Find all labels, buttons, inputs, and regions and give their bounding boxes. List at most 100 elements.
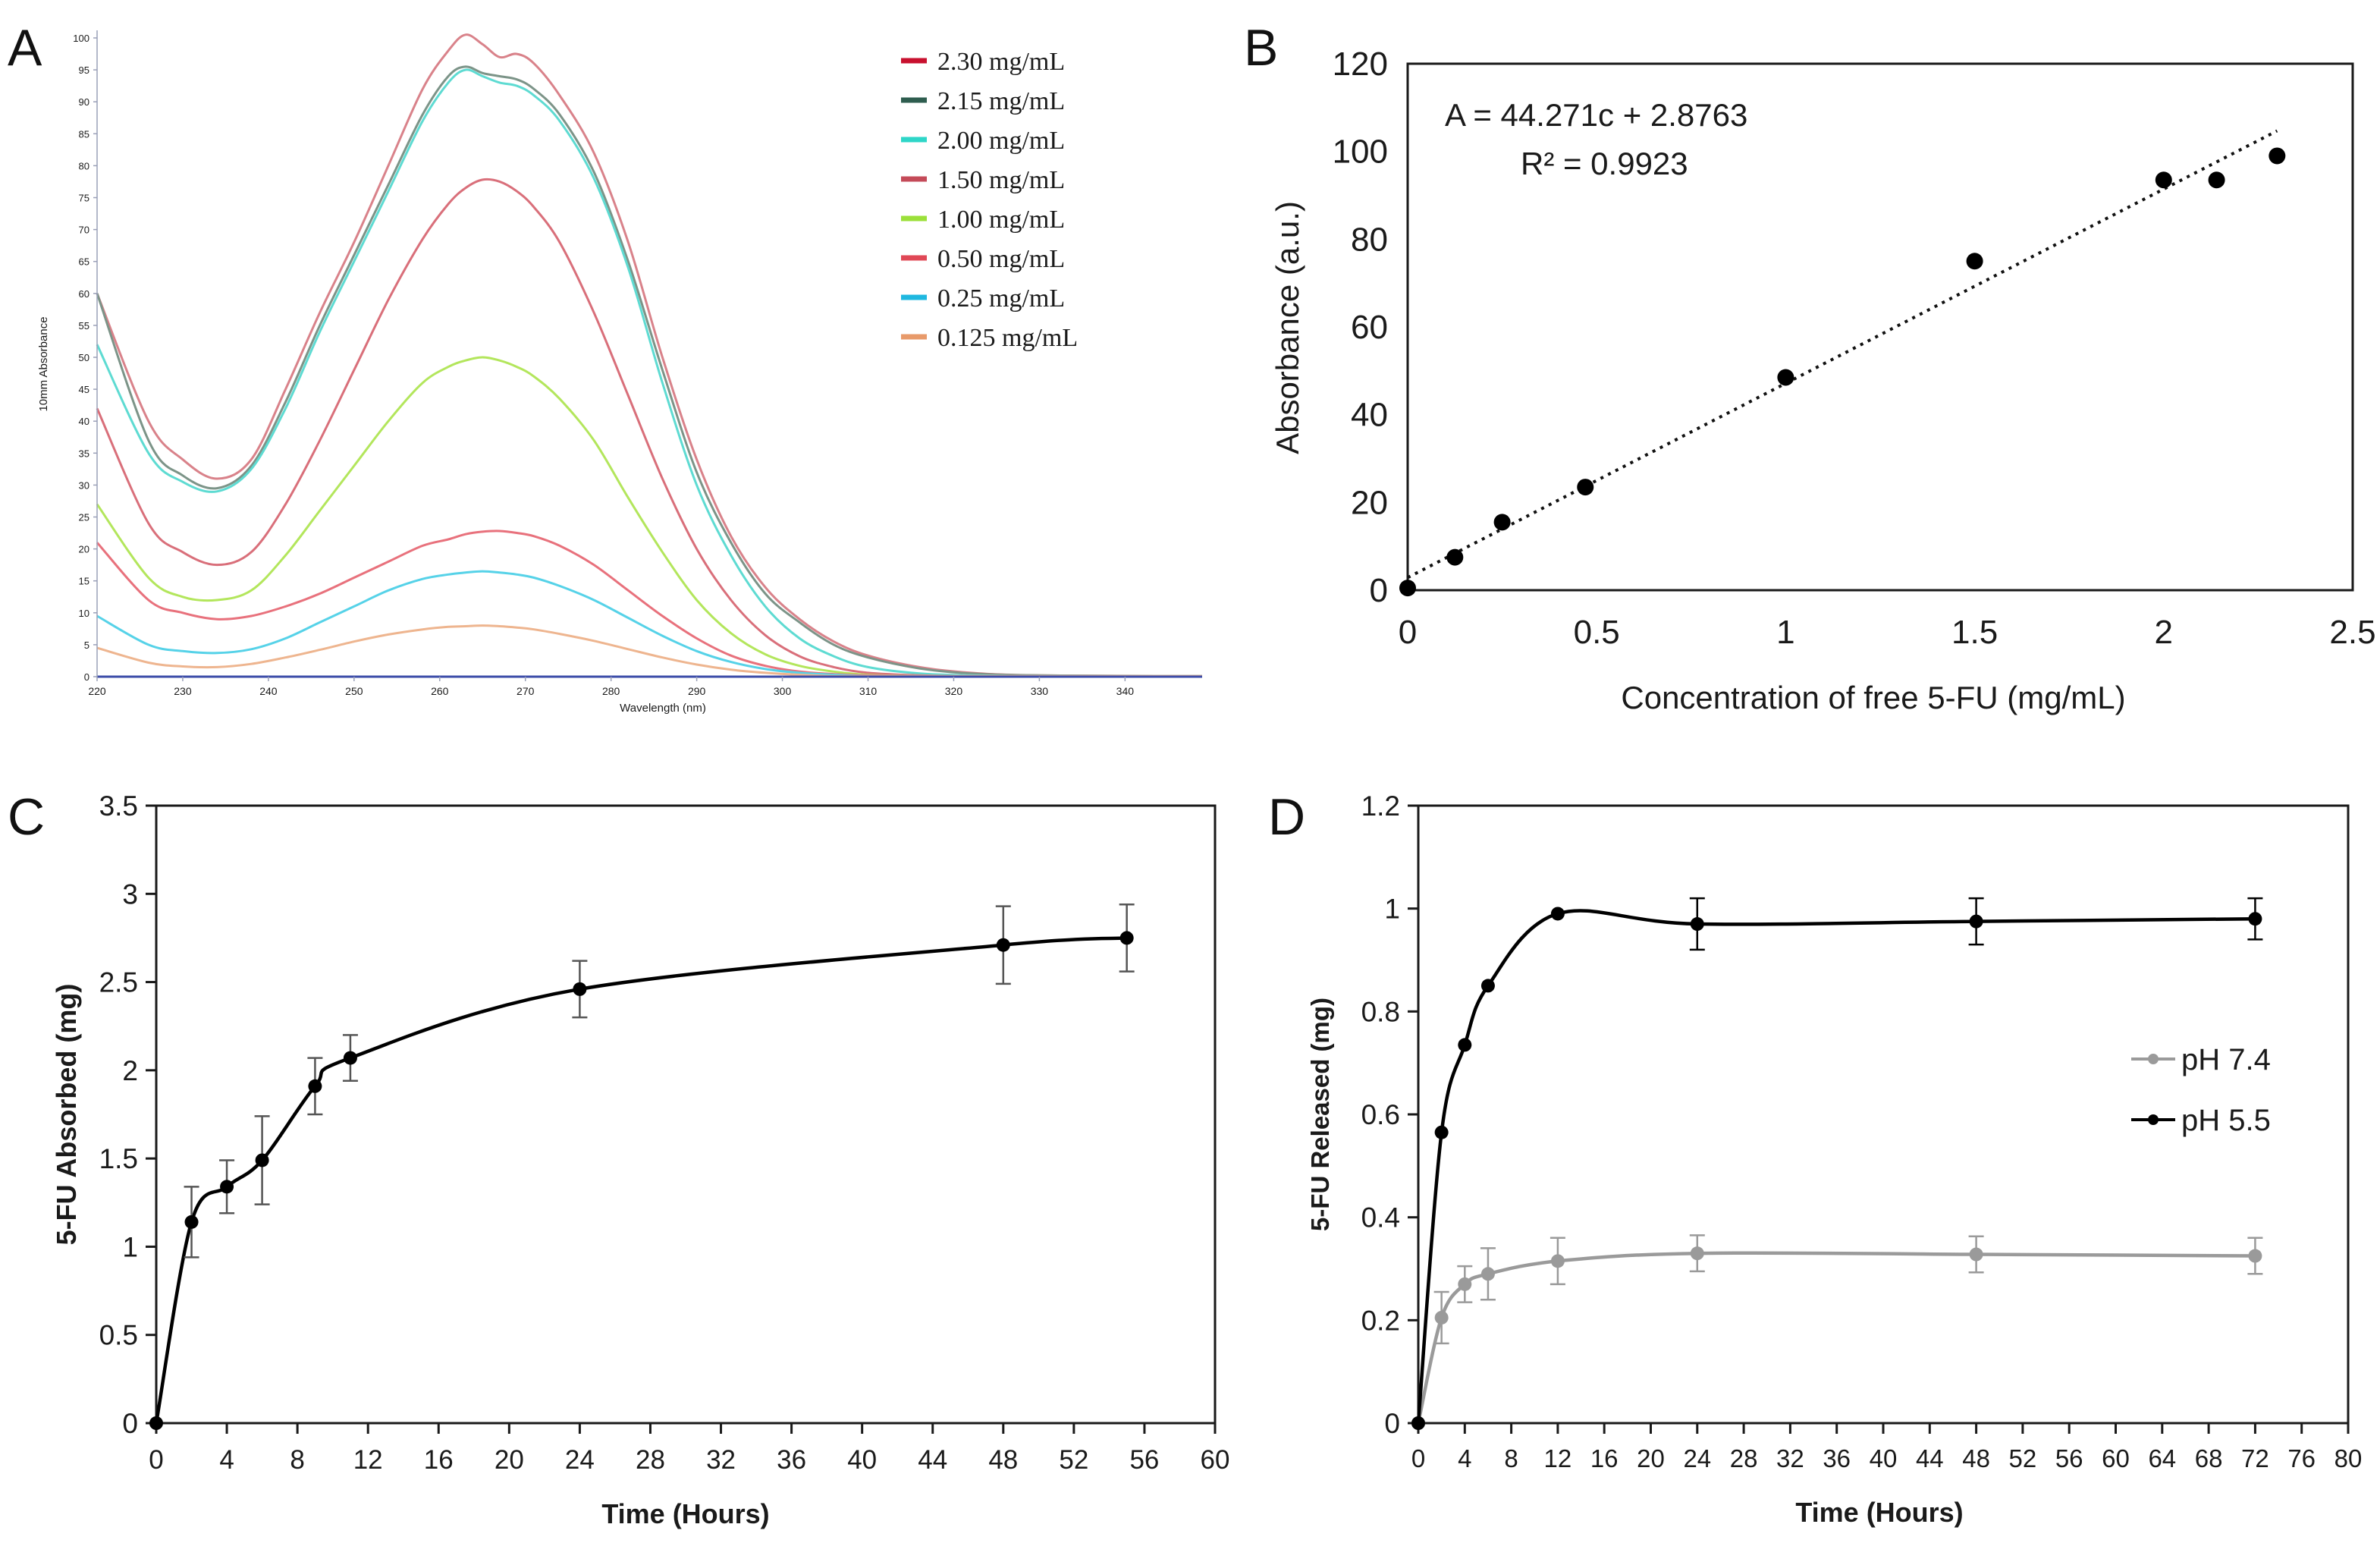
- panel-d-y-tick-label: 1.2: [1361, 790, 1400, 822]
- panel-c-y-tick-label: 0: [122, 1408, 138, 1439]
- panel-b-x-tick-label: 2: [2155, 614, 2173, 651]
- panel-a-x-tick-label: 230: [174, 685, 192, 697]
- panel-b-x-tick-label: 0.5: [1574, 614, 1620, 651]
- panel-b-data-point: [1399, 580, 1416, 597]
- panel-a-legend-label: 0.50 mg/mL: [937, 245, 1065, 273]
- panel-a-x-tick-label: 330: [1031, 685, 1049, 697]
- panel-b-y-tick-label: 100: [1333, 134, 1388, 171]
- panel-a-x-tick-label: 300: [774, 685, 792, 697]
- panel-a-legend-label: 2.30 mg/mL: [937, 48, 1065, 76]
- panel-b-data-points: [1399, 147, 2286, 597]
- panel-c-data-point: [308, 1079, 322, 1093]
- panel-a-y-tick-label: 60: [79, 288, 89, 300]
- panel-label-d: D: [1268, 788, 1305, 846]
- panel-b-x-tick-label: 1: [1776, 614, 1794, 651]
- panel-a-y-tick-label: 55: [79, 320, 89, 332]
- panel-c-x-tick-label: 4: [219, 1445, 234, 1475]
- panel-a-x-tick-label: 270: [517, 685, 535, 697]
- panel-d-data-point: [1434, 1125, 1449, 1139]
- panel-d-data-point: [1480, 979, 1495, 993]
- panel-b-y-tick-label: 80: [1351, 221, 1388, 258]
- panel-a-x-tick-label: 310: [859, 685, 878, 697]
- panel-c-plot-frame: [155, 804, 1217, 1425]
- panel-c-x-tick-label: 16: [424, 1445, 454, 1475]
- panel-label-c: C: [8, 788, 45, 846]
- panel-d-y-tick-label: 0.8: [1361, 996, 1400, 1027]
- panel-b-data-point: [2269, 147, 2286, 165]
- panel-d-data-point: [1458, 1038, 1472, 1052]
- panel-a-legend-label: 1.50 mg/mL: [937, 166, 1065, 194]
- panel-c-y-tick-label: 2: [122, 1055, 138, 1086]
- panel-a-legend-label: 1.00 mg/mL: [937, 206, 1065, 234]
- panel-d-data-point: [1458, 1277, 1472, 1291]
- panel-d-y-tick-label: 0.6: [1361, 1099, 1400, 1130]
- panel-c-y-tick-label: 3.5: [99, 790, 138, 822]
- panel-c-data-point: [573, 982, 587, 996]
- panel-d-legend: pH 7.4 pH 5.5: [2131, 1043, 2271, 1137]
- panel-c-x-tick-label: 12: [353, 1445, 383, 1475]
- panel-a-series-line: [96, 570, 1202, 677]
- panel-d-series: [1411, 897, 2263, 1430]
- panel-a-x-tick-label: 320: [945, 685, 963, 697]
- panel-d-y-tick-label: 0.4: [1361, 1202, 1400, 1233]
- panel-b-x-axis-label: Concentration of free 5-FU (mg/mL): [1621, 680, 2125, 715]
- panel-a-legend-label: 2.00 mg/mL: [937, 127, 1065, 155]
- panel-a-y-tick-label: 30: [79, 479, 89, 491]
- panel-d-x-tick-label: 44: [1916, 1444, 1944, 1472]
- panel-a-y-tick-label: 15: [79, 576, 89, 587]
- panel-c-axes: 00.511.522.533.50 4 8 12 16 20 24 28 32 36 40 44 48 5…: [99, 790, 1230, 1475]
- panel-d-x-tick-label: 0: [1411, 1444, 1425, 1472]
- panel-c-x-axis-label: Time (Hours): [601, 1498, 769, 1529]
- panel-c-x-tick-label: 36: [777, 1445, 806, 1475]
- panel-a-y-tick-label: 95: [79, 64, 89, 76]
- panel-d-y-axis-label: 5-FU Released (mg): [1306, 998, 1334, 1231]
- panel-c-x-tick-label: 8: [290, 1445, 304, 1475]
- panel-c-y-tick-label: 3: [122, 878, 138, 910]
- panel-d-data-point: [1550, 907, 1565, 921]
- panel-b-y-tick-label: 0: [1370, 572, 1388, 609]
- panel-a-series-line: [96, 68, 1203, 677]
- panel-c-series: [149, 903, 1135, 1430]
- panel-d-axes: 00.20.40.60.811.20 4 8 12 16 20 24 28 32 36 40 44 48…: [1361, 790, 2363, 1472]
- panel-c-x-tick-label: 32: [706, 1445, 736, 1475]
- panel-d-y-tick-label: 1: [1384, 894, 1400, 925]
- panel-a-y-tick-label: 85: [79, 128, 89, 140]
- panel-d-x-tick-label: 56: [2055, 1444, 2083, 1472]
- panel-d-data-point: [1434, 1310, 1449, 1325]
- panel-a-legend-label: 0.25 mg/mL: [937, 284, 1065, 313]
- panel-c-x-tick-label: 20: [495, 1445, 524, 1475]
- panel-a-y-tick-label: 75: [79, 193, 89, 204]
- panel-b-y-axis-label: Absorbance (a.u.): [1270, 201, 1305, 454]
- panel-c-y-tick-label: 1.5: [99, 1143, 138, 1174]
- panel-a-y-tick-label: 50: [79, 352, 89, 363]
- panel-d-data-point: [1411, 1416, 1425, 1430]
- panel-d-legend-marker: [2148, 1114, 2159, 1125]
- panel-a-series-lines: [96, 33, 1203, 677]
- panel-d-x-tick-label: 36: [1823, 1444, 1851, 1472]
- panel-a-y-tick-label: 70: [79, 225, 89, 236]
- panel-d-y-tick-label: 0.2: [1361, 1305, 1400, 1336]
- panel-c-data-point: [220, 1180, 234, 1194]
- panel-b-plot-frame: [1406, 62, 2354, 592]
- panel-a-series-line: [96, 33, 1203, 677]
- panel-a-y-tick-label: 40: [79, 416, 89, 427]
- panel-a-x-tick-label: 290: [688, 685, 706, 697]
- panel-d-data-point: [2248, 912, 2262, 926]
- panel-c-x-tick-label: 52: [1059, 1445, 1088, 1475]
- panel-d-data-point: [2248, 1249, 2262, 1263]
- panel-d-legend-label: pH 7.4: [2181, 1043, 2271, 1076]
- panel-a-legend-label: 0.125 mg/mL: [937, 324, 1078, 352]
- panel-a-legend: 2.30 mg/mL 2.15 mg/mL 2.00 mg/mL 1.50 mg/mL…: [901, 48, 1078, 352]
- panel-c-data-point: [184, 1215, 199, 1229]
- panel-b-data-point: [1577, 479, 1594, 496]
- panel-c-x-tick-label: 56: [1129, 1445, 1159, 1475]
- panel-c-data-point: [343, 1051, 357, 1065]
- panel-d-x-tick-label: 48: [1962, 1444, 1990, 1472]
- panel-a-x-tick-label: 250: [345, 685, 363, 697]
- panel-b-data-point: [2155, 171, 2172, 189]
- panel-c-x-tick-label: 60: [1201, 1445, 1230, 1475]
- panel-a-series-line: [96, 65, 1203, 677]
- panel-a-y-tick-label: 10: [79, 608, 89, 619]
- panel-c-x-tick-label: 28: [636, 1445, 665, 1475]
